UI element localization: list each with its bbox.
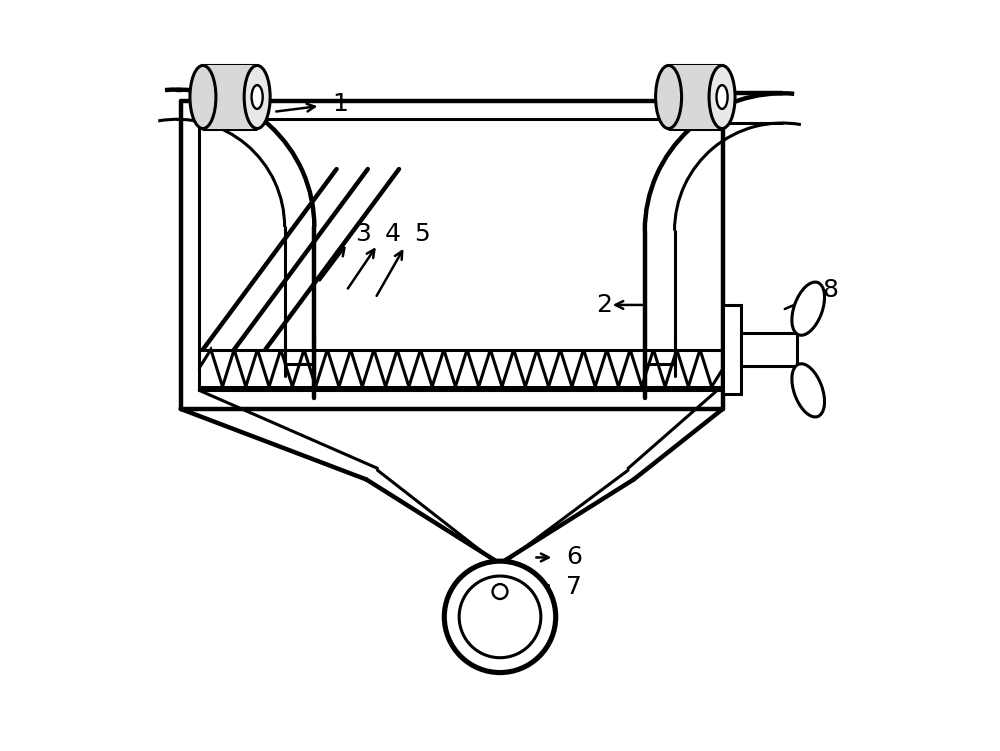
Circle shape: [493, 584, 507, 599]
Text: 6: 6: [566, 545, 582, 569]
FancyBboxPatch shape: [723, 305, 741, 394]
Text: 4: 4: [384, 222, 400, 246]
Text: 8: 8: [822, 278, 838, 302]
Text: 5: 5: [414, 222, 430, 246]
Circle shape: [444, 561, 556, 673]
FancyBboxPatch shape: [669, 65, 722, 128]
Circle shape: [459, 576, 541, 658]
Text: 2: 2: [596, 293, 612, 317]
Ellipse shape: [244, 65, 270, 128]
Ellipse shape: [190, 65, 216, 128]
Ellipse shape: [792, 363, 825, 417]
FancyBboxPatch shape: [741, 333, 797, 366]
Text: 3: 3: [355, 222, 371, 246]
Text: 1: 1: [332, 92, 348, 116]
Ellipse shape: [656, 65, 682, 128]
Ellipse shape: [716, 85, 728, 109]
FancyBboxPatch shape: [203, 65, 256, 128]
Ellipse shape: [709, 65, 735, 128]
Text: 7: 7: [566, 575, 582, 599]
Ellipse shape: [792, 282, 825, 335]
Ellipse shape: [252, 85, 263, 109]
